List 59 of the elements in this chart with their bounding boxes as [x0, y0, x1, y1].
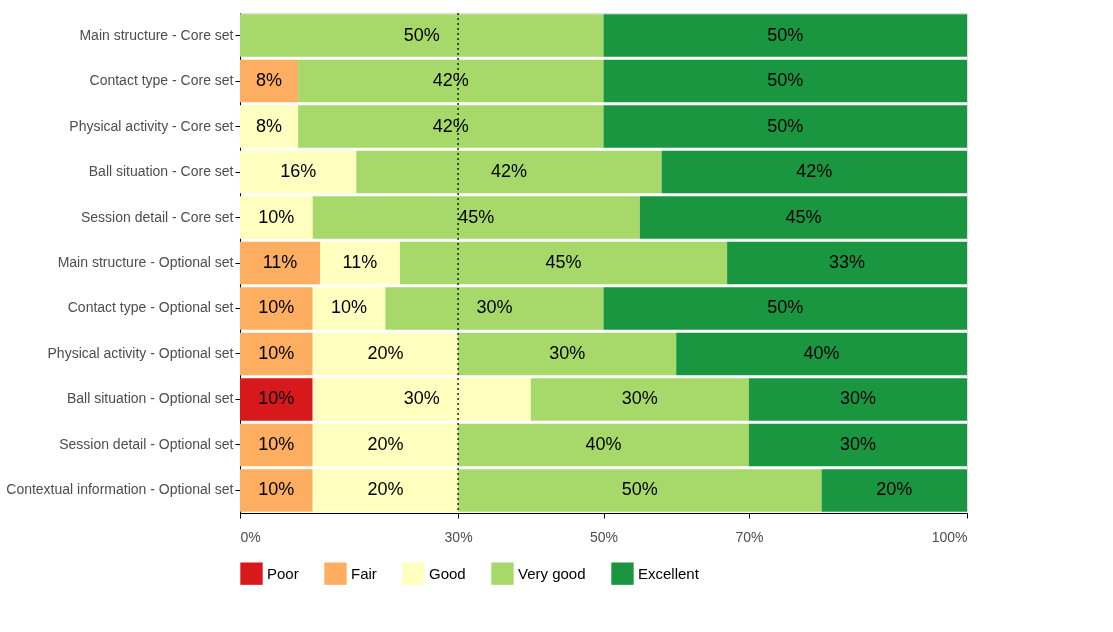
data-label: 10% [258, 206, 295, 227]
legend-label: Poor [267, 564, 299, 582]
y-tick-label: Main structure - Optional set [57, 254, 234, 270]
y-tick-label: Contact type - Optional set [67, 299, 234, 316]
y-tick-label: Physical activity - Optional set [47, 344, 234, 361]
data-label: 33% [829, 252, 866, 272]
x-tick-label: 0% [240, 528, 261, 545]
data-label: 10% [258, 388, 295, 409]
y-tick-label: Session detail - Core set [80, 208, 234, 225]
x-tick-label: 70% [735, 528, 764, 545]
data-label: 10% [258, 342, 295, 363]
data-label: 45% [458, 206, 495, 227]
x-tick-label: 30% [444, 528, 473, 545]
data-label: 42% [490, 161, 528, 182]
data-label: 30% [621, 388, 658, 409]
data-label: 20% [367, 433, 404, 454]
data-label: 10% [258, 433, 295, 454]
y-tick-label: Physical activity - Core set [69, 117, 234, 134]
data-label: 50% [767, 297, 804, 318]
data-label: 20% [367, 342, 404, 363]
y-tick-label: Ball situation - Optional set [66, 390, 234, 407]
data-label: 20% [367, 479, 404, 500]
y-tick-label: Ball situation - Core set [88, 163, 234, 180]
data-label: 42% [432, 115, 469, 136]
data-label: 10% [258, 297, 295, 318]
data-label: 42% [432, 70, 469, 91]
data-label: 16% [280, 161, 317, 182]
y-tick-label: Contact type - Core set [89, 72, 234, 89]
data-label: 11% [342, 252, 378, 272]
data-label: 10% [331, 297, 368, 318]
data-label: 50% [767, 115, 804, 136]
y-tick-label: Session detail - Optional set [59, 435, 234, 452]
data-label: 30% [476, 297, 513, 318]
data-label: 42% [796, 161, 833, 182]
data-label: 40% [585, 433, 622, 454]
data-label: 50% [621, 479, 658, 500]
data-label: 45% [545, 252, 582, 272]
data-label: 30% [839, 433, 876, 454]
y-tick-label: Contextual information - Optional set [6, 481, 234, 498]
data-label: 40% [803, 342, 840, 363]
data-label: 50% [767, 24, 804, 45]
data-label: 8% [256, 70, 283, 91]
legend-label: Fair [351, 564, 377, 582]
y-tick-label: Main structure - Core set [79, 26, 234, 43]
data-label: 30% [549, 342, 586, 363]
data-label: 11% [262, 252, 298, 272]
x-tick-label: 50% [589, 528, 619, 545]
data-label: 8% [256, 115, 283, 136]
data-label: 50% [403, 24, 440, 45]
data-label: 20% [876, 479, 913, 500]
x-tick-label: 100% [931, 528, 968, 545]
data-label: 45% [785, 206, 822, 227]
legend-label: Excellent [638, 564, 700, 582]
data-label: 30% [839, 388, 876, 409]
data-label: 30% [403, 388, 440, 409]
data-label: 10% [258, 479, 295, 500]
data-label: 50% [767, 70, 804, 91]
legend-label: Good [429, 564, 466, 582]
legend-label: Very good [518, 564, 586, 582]
